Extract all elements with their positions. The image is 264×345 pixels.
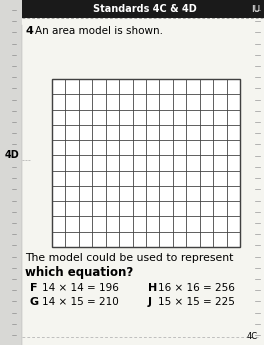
Text: J: J [148, 297, 152, 307]
Text: which equation?: which equation? [25, 266, 133, 279]
Text: 4: 4 [25, 26, 33, 36]
Text: F: F [30, 283, 37, 293]
FancyBboxPatch shape [0, 0, 22, 345]
Text: H: H [148, 283, 157, 293]
Text: 14 × 14 = 196: 14 × 14 = 196 [42, 283, 119, 293]
Text: The model could be used to represent: The model could be used to represent [25, 253, 233, 263]
FancyBboxPatch shape [22, 0, 264, 18]
Text: IU: IU [251, 4, 260, 13]
Text: An area model is shown.: An area model is shown. [35, 26, 163, 36]
Text: 16 × 16 = 256: 16 × 16 = 256 [158, 283, 235, 293]
Text: G: G [30, 297, 39, 307]
Text: 4C: 4C [247, 332, 258, 341]
Text: 14 × 15 = 210: 14 × 15 = 210 [42, 297, 119, 307]
Text: 4D: 4D [5, 150, 20, 160]
Text: 15 × 15 = 225: 15 × 15 = 225 [158, 297, 235, 307]
Text: Standards 4C & 4D: Standards 4C & 4D [93, 4, 197, 14]
FancyBboxPatch shape [52, 79, 240, 247]
FancyBboxPatch shape [22, 0, 264, 345]
